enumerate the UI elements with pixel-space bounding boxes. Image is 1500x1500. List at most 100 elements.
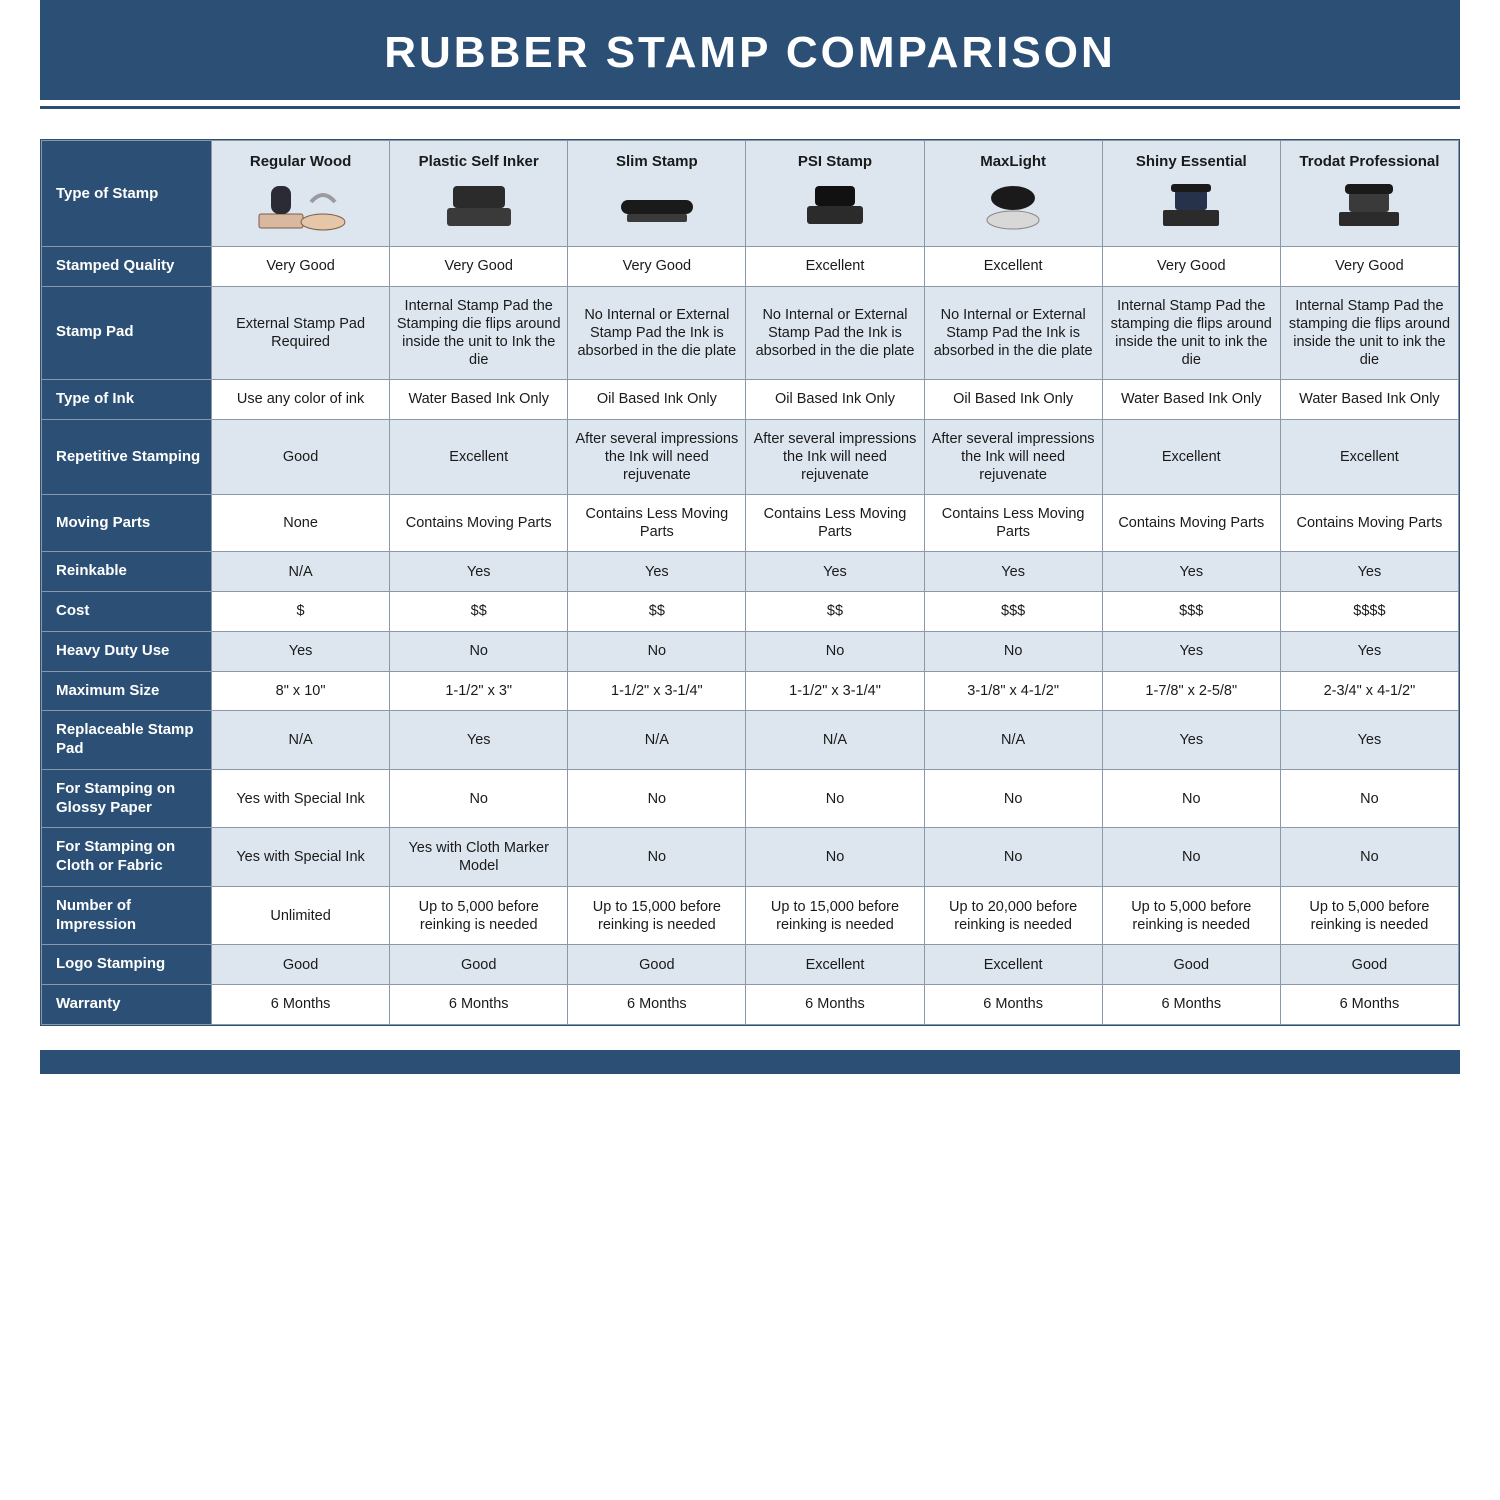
- cell: N/A: [212, 552, 390, 592]
- col-header-1: Plastic Self Inker: [390, 141, 568, 247]
- cell: 6 Months: [1102, 985, 1280, 1025]
- cell: No: [1102, 828, 1280, 887]
- row-header: For Stamping on Glossy Paper: [42, 769, 212, 828]
- col-header-0: Regular Wood: [212, 141, 390, 247]
- cell: Excellent: [746, 246, 924, 286]
- table-row: Type of InkUse any color of inkWater Bas…: [42, 380, 1459, 420]
- cell: No: [746, 769, 924, 828]
- cell: N/A: [568, 711, 746, 770]
- page: RUBBER STAMP COMPARISON Type of Stamp Re…: [0, 0, 1500, 1074]
- cell: Use any color of ink: [212, 380, 390, 420]
- page-title: RUBBER STAMP COMPARISON: [40, 0, 1460, 100]
- cell: Contains Less Moving Parts: [746, 495, 924, 552]
- cell: Good: [390, 945, 568, 985]
- table-body: Stamped QualityVery GoodVery GoodVery Go…: [42, 246, 1459, 1024]
- cell: 6 Months: [924, 985, 1102, 1025]
- cell: No: [924, 769, 1102, 828]
- cell: 2-3/4" x 4-1/2": [1280, 671, 1458, 711]
- corner-header: Type of Stamp: [42, 141, 212, 247]
- col-label: Slim Stamp: [616, 153, 698, 170]
- cell: Good: [212, 419, 390, 494]
- cell: Very Good: [1102, 246, 1280, 286]
- cell: Oil Based Ink Only: [568, 380, 746, 420]
- row-header: Cost: [42, 592, 212, 632]
- cell: $$$: [1102, 592, 1280, 632]
- cell: External Stamp Pad Required: [212, 286, 390, 380]
- row-header: Reinkable: [42, 552, 212, 592]
- row-header: Replaceable Stamp Pad: [42, 711, 212, 770]
- cell: Excellent: [924, 945, 1102, 985]
- table-row: Moving PartsNoneContains Moving PartsCon…: [42, 495, 1459, 552]
- col-label: Regular Wood: [250, 153, 351, 170]
- cell: N/A: [924, 711, 1102, 770]
- stamp-psi-icon: [785, 180, 885, 232]
- table-row: Warranty6 Months6 Months6 Months6 Months…: [42, 985, 1459, 1025]
- cell: After several impressions the Ink will n…: [746, 419, 924, 494]
- cell: N/A: [746, 711, 924, 770]
- stamp-shiny-icon: [1141, 180, 1241, 232]
- col-label: PSI Stamp: [798, 153, 872, 170]
- cell: No Internal or External Stamp Pad the In…: [924, 286, 1102, 380]
- cell: 6 Months: [1280, 985, 1458, 1025]
- col-header-4: MaxLight: [924, 141, 1102, 247]
- cell: Water Based Ink Only: [1102, 380, 1280, 420]
- cell: Contains Less Moving Parts: [924, 495, 1102, 552]
- header-rule: [40, 106, 1460, 109]
- cell: $: [212, 592, 390, 632]
- col-label: MaxLight: [980, 153, 1046, 170]
- cell: Internal Stamp Pad the stamping die flip…: [1102, 286, 1280, 380]
- cell: Yes: [1102, 631, 1280, 671]
- cell: Contains Moving Parts: [1280, 495, 1458, 552]
- row-header: Logo Stamping: [42, 945, 212, 985]
- cell: No: [390, 769, 568, 828]
- cell: $$: [568, 592, 746, 632]
- cell: Up to 5,000 before reinking is needed: [1280, 886, 1458, 945]
- cell: 6 Months: [212, 985, 390, 1025]
- cell: After several impressions the Ink will n…: [568, 419, 746, 494]
- row-header: Number of Impression: [42, 886, 212, 945]
- cell: No: [924, 828, 1102, 887]
- col-header-6: Trodat Professional: [1280, 141, 1458, 247]
- table-row: Heavy Duty UseYesNoNoNoNoYesYes: [42, 631, 1459, 671]
- comparison-table-wrap: Type of Stamp Regular Wood Plastic Self …: [40, 139, 1460, 1026]
- col-header-5: Shiny Essential: [1102, 141, 1280, 247]
- cell: Excellent: [1280, 419, 1458, 494]
- stamp-wood-icon: [251, 180, 351, 232]
- cell: Contains Less Moving Parts: [568, 495, 746, 552]
- cell: 3-1/8" x 4-1/2": [924, 671, 1102, 711]
- col-label: Shiny Essential: [1136, 153, 1247, 170]
- cell: Very Good: [390, 246, 568, 286]
- cell: No: [568, 828, 746, 887]
- cell: 1-1/2" x 3-1/4": [568, 671, 746, 711]
- cell: 8" x 10": [212, 671, 390, 711]
- cell: Yes: [568, 552, 746, 592]
- cell: Up to 5,000 before reinking is needed: [390, 886, 568, 945]
- row-header: Maximum Size: [42, 671, 212, 711]
- row-header: Heavy Duty Use: [42, 631, 212, 671]
- cell: Up to 15,000 before reinking is needed: [568, 886, 746, 945]
- cell: Good: [212, 945, 390, 985]
- cell: Very Good: [212, 246, 390, 286]
- stamp-slim-icon: [607, 180, 707, 232]
- cell: Yes: [390, 711, 568, 770]
- cell: Internal Stamp Pad the stamping die flip…: [1280, 286, 1458, 380]
- cell: Water Based Ink Only: [390, 380, 568, 420]
- header-row: Type of Stamp Regular Wood Plastic Self …: [42, 141, 1459, 247]
- cell: Up to 20,000 before reinking is needed: [924, 886, 1102, 945]
- cell: No: [1102, 769, 1280, 828]
- row-header: Type of Ink: [42, 380, 212, 420]
- stamp-trodat-icon: [1319, 180, 1419, 232]
- cell: After several impressions the Ink will n…: [924, 419, 1102, 494]
- cell: Yes: [1280, 711, 1458, 770]
- cell: 1-1/2" x 3": [390, 671, 568, 711]
- cell: Water Based Ink Only: [1280, 380, 1458, 420]
- table-row: For Stamping on Glossy PaperYes with Spe…: [42, 769, 1459, 828]
- cell: Good: [568, 945, 746, 985]
- table-row: For Stamping on Cloth or FabricYes with …: [42, 828, 1459, 887]
- cell: Excellent: [746, 945, 924, 985]
- cell: Excellent: [390, 419, 568, 494]
- cell: Yes with Cloth Marker Model: [390, 828, 568, 887]
- cell: Contains Moving Parts: [1102, 495, 1280, 552]
- cell: 1-1/2" x 3-1/4": [746, 671, 924, 711]
- cell: No: [390, 631, 568, 671]
